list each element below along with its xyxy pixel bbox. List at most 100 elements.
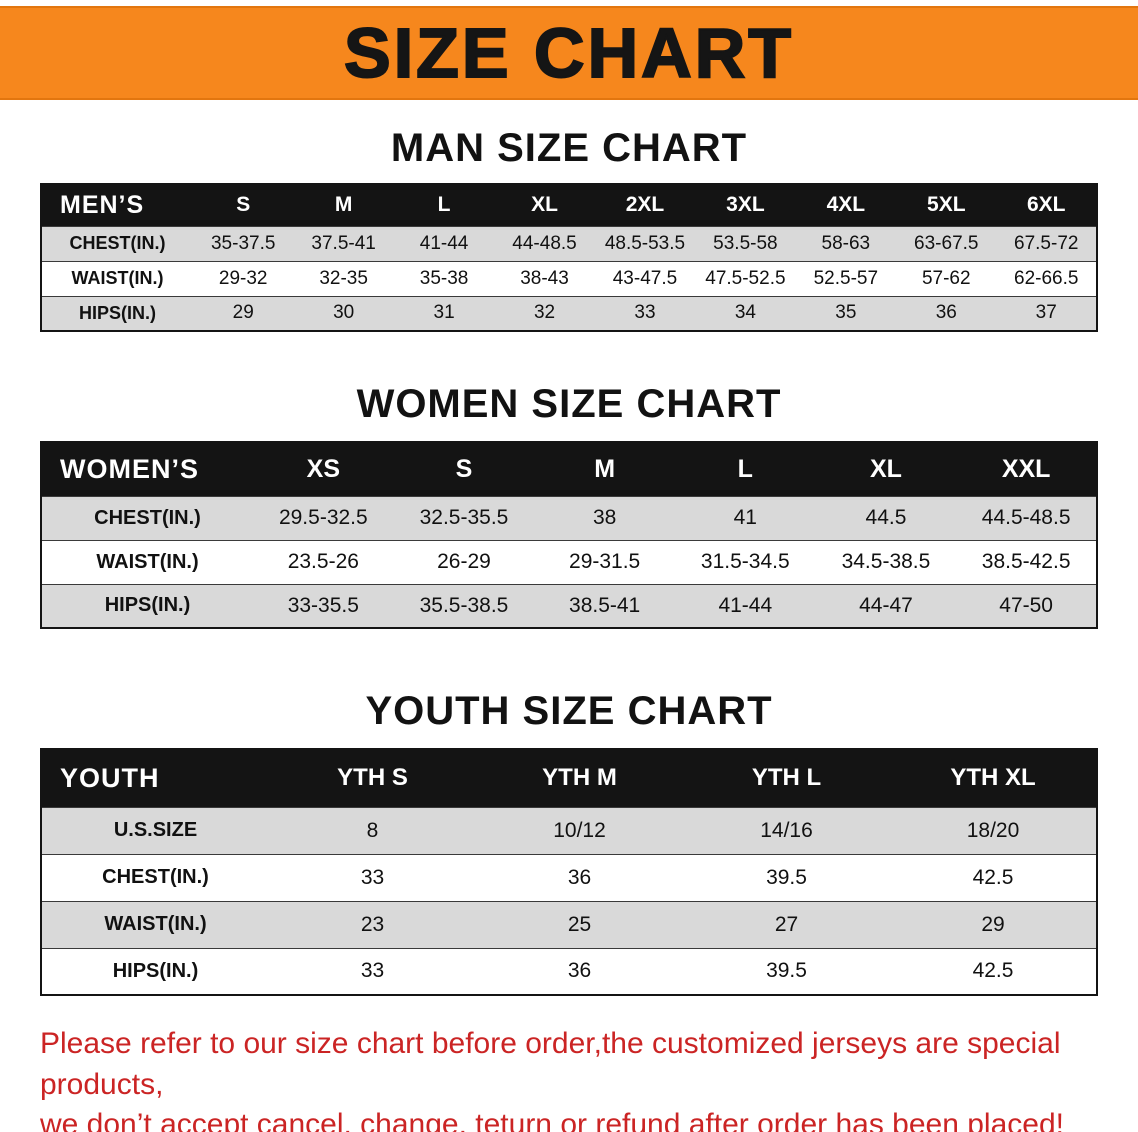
size-value-cell: 38.5-42.5 <box>956 539 1097 585</box>
size-value-cell: 39.5 <box>683 853 890 902</box>
table-row: CHEST(IN.) 29.5-32.5 32.5-35.5 38 41 44.5 44.5… <box>41 495 1097 541</box>
row-label: CHEST(IN.) <box>41 225 193 262</box>
row-label: HIPS(IN.) <box>41 947 269 996</box>
table-header-row: WOMEN’S XS S M L XL XXL <box>41 442 1097 496</box>
size-value-cell: 53.5-58 <box>695 225 796 262</box>
size-value-cell: 29-31.5 <box>534 539 675 585</box>
size-value-cell: 29-32 <box>193 260 294 297</box>
size-header-cell: XXL <box>956 442 1097 496</box>
table-header-row: MEN’S S M L XL 2XL 3XL 4XL 5XL 6XL <box>41 184 1097 226</box>
size-value-cell: 63-67.5 <box>896 225 997 262</box>
size-value-cell: 38-43 <box>494 260 595 297</box>
size-value-cell: 39.5 <box>683 947 890 996</box>
size-header-cell: 3XL <box>695 184 796 226</box>
size-header-cell: XL <box>494 184 595 226</box>
size-value-cell: 23.5-26 <box>253 539 394 585</box>
size-value-cell: 32.5-35.5 <box>393 495 535 541</box>
size-table: MEN’S S M L XL 2XL 3XL 4XL 5XL 6XL CHEST(IN.) 35-37… <box>40 183 1098 332</box>
size-value-cell: 43-47.5 <box>594 260 696 297</box>
size-value-cell: 48.5-53.5 <box>594 225 696 262</box>
size-value-cell: 33-35.5 <box>253 583 394 629</box>
size-header-cell: S <box>193 184 294 226</box>
size-value-cell: 36 <box>476 947 683 996</box>
size-value-cell: 47.5-52.5 <box>695 260 796 297</box>
size-value-cell: 44.5-48.5 <box>956 495 1097 541</box>
size-header-cell: YTH L <box>683 749 890 807</box>
table-row: CHEST(IN.) 35-37.5 37.5-41 41-44 44-48.5 48.5… <box>41 225 1097 262</box>
size-value-cell: 47-50 <box>956 583 1097 629</box>
table-row: HIPS(IN.) 33-35.5 35.5-38.5 38.5-41 41-44 44-… <box>41 583 1097 629</box>
size-value-cell: 37.5-41 <box>293 225 394 262</box>
size-value-cell: 33 <box>594 295 696 332</box>
women-section-heading: WOMEN SIZE CHART <box>356 382 782 426</box>
size-value-cell: 38 <box>534 495 675 541</box>
size-value-cell: 57-62 <box>896 260 997 297</box>
size-value-cell: 30 <box>293 295 394 332</box>
size-value-cell: 32-35 <box>293 260 394 297</box>
size-value-cell: 41-44 <box>393 225 495 262</box>
size-value-cell: 27 <box>683 900 890 949</box>
size-header-cell: YTH M <box>476 749 683 807</box>
table-row: WAIST(IN.) 23.5-26 26-29 29-31.5 31.5-34.5 34… <box>41 539 1097 585</box>
row-label: HIPS(IN.) <box>41 583 253 629</box>
table-header-row: YOUTH YTH S YTH M YTH L YTH XL <box>41 749 1097 807</box>
row-label: U.S.SIZE <box>41 806 269 855</box>
size-value-cell: 38.5-41 <box>534 583 675 629</box>
size-value-cell: 29 <box>193 295 294 332</box>
table-row: WAIST(IN.) 29-32 32-35 35-38 38-43 43-47.5 47.… <box>41 260 1097 297</box>
size-header-cell: L <box>674 442 816 496</box>
size-header-cell: M <box>293 184 394 226</box>
row-label: WAIST(IN.) <box>41 539 253 585</box>
size-value-cell: 67.5-72 <box>996 225 1097 262</box>
size-value-cell: 33 <box>269 853 476 902</box>
size-value-cell: 25 <box>476 900 683 949</box>
size-value-cell: 42.5 <box>890 947 1097 996</box>
size-value-cell: 34 <box>695 295 796 332</box>
men-section-heading: MAN SIZE CHART <box>390 126 748 170</box>
size-value-cell: 8 <box>269 806 476 855</box>
size-value-cell: 33 <box>269 947 476 996</box>
size-value-cell: 41-44 <box>674 583 816 629</box>
size-header-cell: S <box>393 442 535 496</box>
size-value-cell: 62-66.5 <box>996 260 1097 297</box>
size-value-cell: 31 <box>393 295 495 332</box>
size-value-cell: 35 <box>795 295 897 332</box>
table-title-cell: YOUTH <box>41 749 269 807</box>
size-value-cell: 35-37.5 <box>193 225 294 262</box>
size-header-cell: 6XL <box>996 184 1097 226</box>
size-value-cell: 44-47 <box>815 583 957 629</box>
size-header-cell: 2XL <box>594 184 696 226</box>
youth-section-heading: YOUTH SIZE CHART <box>365 689 773 733</box>
size-value-cell: 14/16 <box>683 806 890 855</box>
size-value-cell: 31.5-34.5 <box>674 539 816 585</box>
size-value-cell: 18/20 <box>890 806 1097 855</box>
size-chart-banner: SIZE CHART <box>0 6 1138 100</box>
size-value-cell: 26-29 <box>393 539 535 585</box>
size-value-cell: 35-38 <box>393 260 495 297</box>
size-value-cell: 52.5-57 <box>795 260 897 297</box>
size-value-cell: 23 <box>269 900 476 949</box>
disclaimer-line-2: we don’t accept cancel, change, teturn o… <box>40 1108 1064 1132</box>
size-header-cell: 5XL <box>896 184 997 226</box>
table-row: CHEST(IN.) 33 36 39.5 42.5 <box>41 853 1097 902</box>
size-value-cell: 36 <box>896 295 997 332</box>
size-value-cell: 58-63 <box>795 225 897 262</box>
size-value-cell: 42.5 <box>890 853 1097 902</box>
table-title-cell: WOMEN’S <box>41 442 253 496</box>
size-header-cell: L <box>393 184 495 226</box>
row-label: CHEST(IN.) <box>41 853 269 902</box>
disclaimer-line-1: Please refer to our size chart before or… <box>40 1027 1061 1101</box>
row-label: WAIST(IN.) <box>41 900 269 949</box>
disclaimer-note: Please refer to our size chart before or… <box>40 1024 1118 1132</box>
size-value-cell: 41 <box>674 495 816 541</box>
table-row: WAIST(IN.) 23 25 27 29 <box>41 900 1097 949</box>
men-size-table: MEN’S S M L XL 2XL 3XL 4XL 5XL 6XL CHEST(IN.) 35-37… <box>40 183 1098 332</box>
size-value-cell: 34.5-38.5 <box>815 539 957 585</box>
size-table: WOMEN’S XS S M L XL XXL CHEST(IN.) 29.5-32.5 32.5… <box>40 441 1098 629</box>
size-value-cell: 44-48.5 <box>494 225 595 262</box>
size-header-cell: YTH XL <box>890 749 1097 807</box>
size-header-cell: XS <box>253 442 394 496</box>
size-value-cell: 29 <box>890 900 1097 949</box>
table-title-cell: MEN’S <box>41 184 193 226</box>
youth-size-table: YOUTH YTH S YTH M YTH L YTH XL U.S.SIZE 8 10/12… <box>40 748 1098 996</box>
